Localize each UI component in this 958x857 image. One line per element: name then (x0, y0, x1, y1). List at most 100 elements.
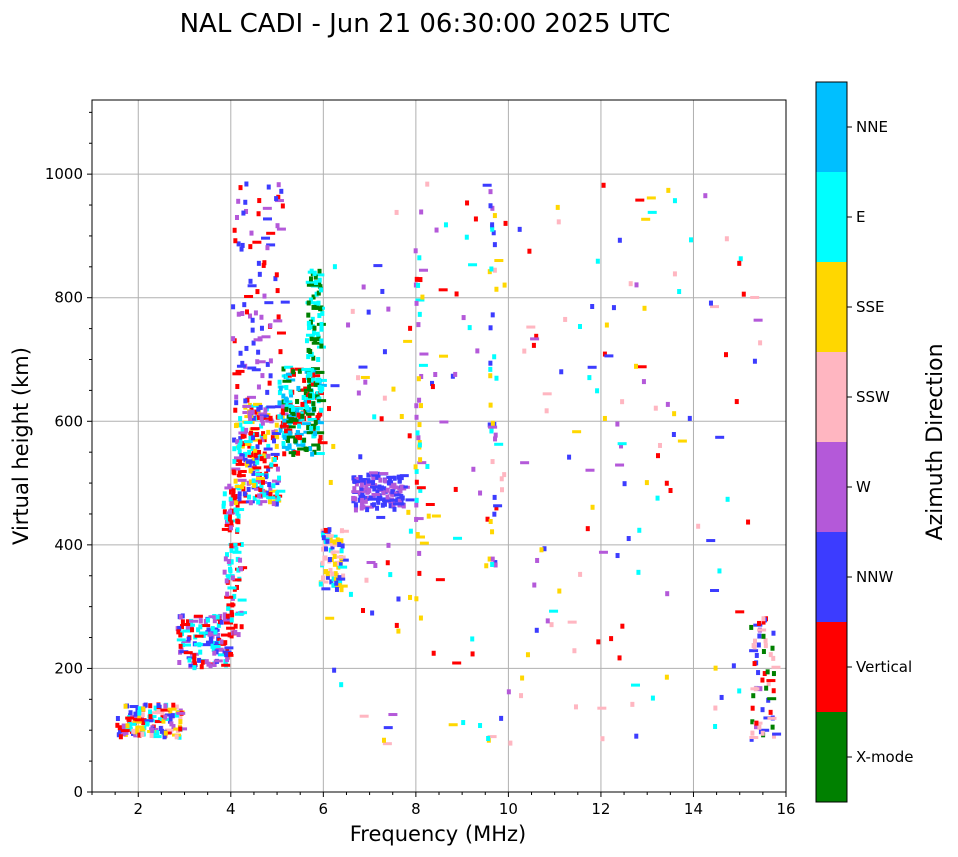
data-point (386, 480, 391, 486)
data-point (590, 304, 595, 310)
data-point (260, 420, 265, 426)
data-point (276, 194, 281, 200)
data-point (248, 313, 253, 319)
data-point (696, 523, 701, 529)
data-point (275, 466, 280, 472)
data-point (277, 379, 282, 385)
data-point (500, 487, 505, 493)
data-point (256, 384, 261, 390)
data-point (309, 425, 314, 431)
data-point (229, 543, 234, 549)
data-point (461, 720, 466, 726)
data-point (311, 374, 321, 378)
data-point (752, 638, 757, 644)
data-point (284, 385, 289, 391)
data-point (357, 497, 362, 503)
data-point (766, 679, 776, 683)
x-axis-ticks: 2 4 6 8 10 12 14 16 (91, 792, 796, 818)
data-point (330, 550, 340, 554)
data-point (263, 407, 268, 413)
data-point (753, 318, 763, 322)
data-point (250, 409, 255, 415)
data-point (308, 319, 313, 325)
data-point (300, 401, 305, 407)
data-point (385, 560, 390, 566)
data-point (263, 474, 268, 480)
data-point (232, 593, 237, 599)
data-point (339, 528, 344, 534)
data-point (365, 507, 370, 513)
data-point (145, 721, 150, 727)
data-point (332, 667, 337, 673)
data-point (399, 484, 404, 490)
data-point (229, 525, 234, 531)
data-point (251, 456, 256, 462)
data-point (471, 466, 476, 472)
data-point (247, 452, 252, 458)
data-point (311, 443, 321, 447)
data-point (214, 641, 219, 647)
data-point (418, 487, 423, 493)
data-point (258, 404, 263, 410)
data-point (491, 230, 496, 236)
data-point (418, 277, 423, 283)
data-point (241, 210, 246, 216)
data-point (417, 570, 422, 576)
data-point (734, 399, 739, 405)
data-point (375, 485, 385, 489)
data-point (246, 395, 256, 399)
data-point (251, 340, 256, 346)
data-point (366, 472, 371, 478)
data-point (392, 484, 397, 490)
data-point (277, 400, 282, 406)
data-point (222, 617, 227, 623)
data-point (303, 391, 308, 397)
data-point (308, 445, 313, 451)
data-points (115, 181, 782, 746)
data-point (236, 632, 241, 638)
data-point (251, 478, 256, 484)
data-point (259, 415, 264, 421)
data-point (200, 659, 205, 665)
data-point (376, 474, 381, 480)
data-point (238, 185, 243, 191)
data-point (312, 424, 317, 430)
data-point (182, 629, 192, 633)
data-point (240, 433, 245, 439)
data-point (415, 532, 420, 538)
data-point (397, 498, 402, 504)
data-point (229, 610, 234, 616)
data-point (231, 488, 236, 494)
data-point (222, 491, 227, 497)
data-point (229, 501, 234, 507)
data-point (307, 384, 312, 390)
data-point (392, 493, 402, 497)
data-point (338, 584, 348, 588)
data-point (617, 655, 622, 661)
data-point (209, 638, 214, 644)
data-point (493, 504, 503, 508)
data-point (243, 420, 253, 424)
data-point (376, 495, 381, 501)
data-point (454, 291, 459, 297)
data-point (339, 538, 344, 544)
data-point (328, 547, 333, 553)
data-point (253, 338, 263, 342)
data-point (470, 636, 475, 642)
data-point (235, 502, 240, 508)
data-point (426, 513, 431, 519)
data-point (244, 208, 249, 214)
data-point (492, 511, 497, 517)
data-point (295, 399, 300, 405)
data-point (494, 505, 499, 511)
data-point (396, 596, 401, 602)
data-point (331, 443, 336, 449)
data-point (366, 561, 376, 565)
data-point (419, 352, 429, 356)
data-point (224, 578, 229, 584)
data-point (255, 477, 265, 481)
data-point (266, 453, 271, 459)
data-point (381, 737, 386, 743)
data-point (360, 375, 370, 379)
data-point (324, 534, 334, 538)
